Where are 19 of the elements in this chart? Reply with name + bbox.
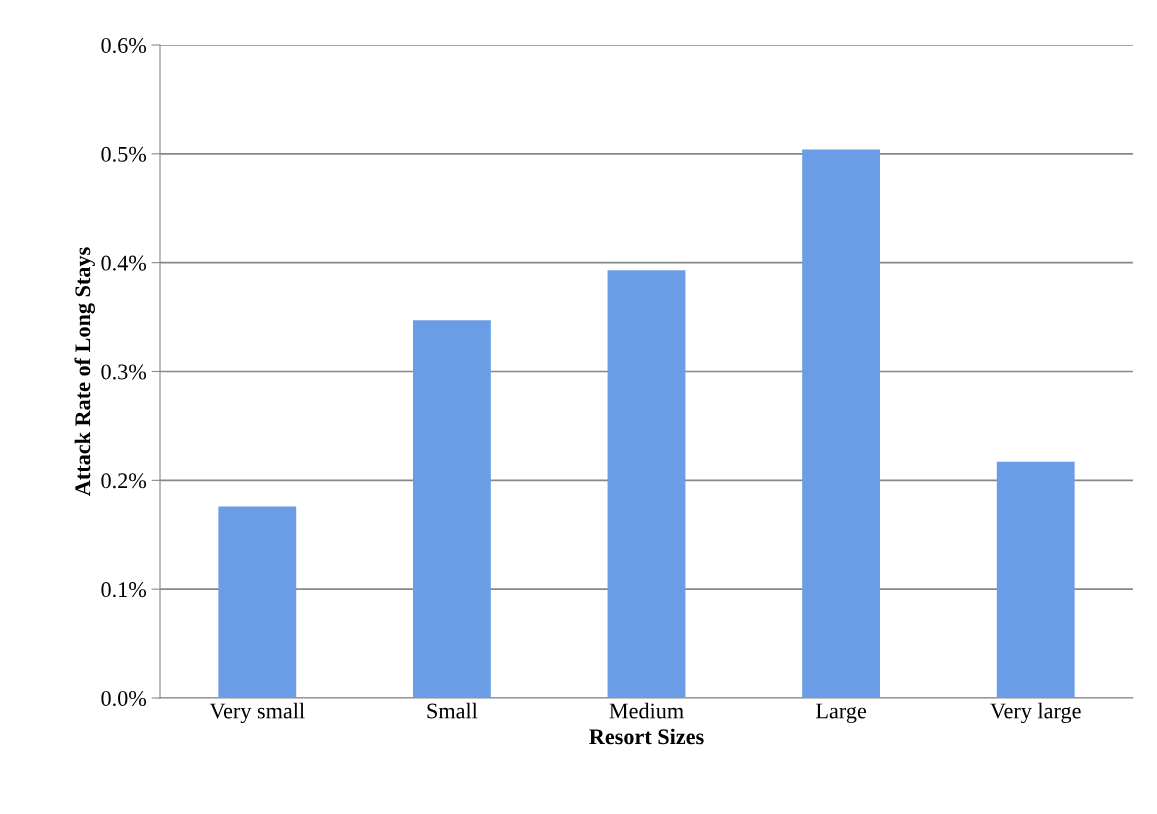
x-axis-title: Resort Sizes <box>589 728 704 745</box>
y-tick-label: 0.5% <box>101 146 147 162</box>
y-tick-label: 0.3% <box>101 364 147 380</box>
y-tick-label: 0.4% <box>101 255 147 271</box>
bar <box>607 270 686 698</box>
y-axis-title: Attack Rate of Long Stays <box>74 247 95 496</box>
y-tick-label: 0.1% <box>101 582 147 598</box>
y-tick-label: 0.0% <box>101 690 147 707</box>
x-tick-label: Small <box>427 702 478 719</box>
x-tick-label: Very small <box>209 702 305 724</box>
bar <box>802 149 881 698</box>
bar <box>412 320 491 698</box>
x-tick-label: Very large <box>990 702 1081 724</box>
bar <box>996 461 1075 698</box>
y-tick-label: 0.6% <box>101 37 147 54</box>
x-tick-label: Medium <box>609 702 684 719</box>
x-tick-label: Large <box>816 703 867 724</box>
bar <box>218 506 297 698</box>
y-tick-label: 0.2% <box>101 473 147 489</box>
